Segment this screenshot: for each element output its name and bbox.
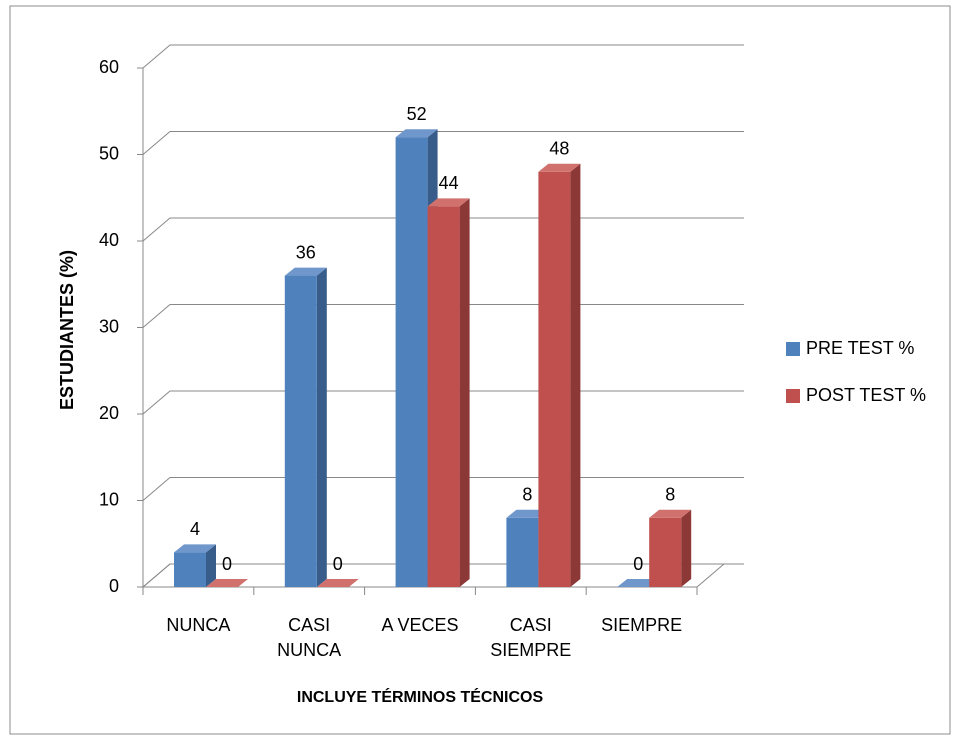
bar-side [206, 544, 216, 587]
data-label: 8 [665, 485, 675, 505]
x-tick-label: SIEMPRE [601, 615, 683, 635]
bar-top [174, 544, 216, 553]
bar [649, 517, 682, 587]
bar-top [284, 267, 327, 276]
legend-label: PRE TEST % [806, 338, 914, 358]
data-label: 0 [222, 554, 232, 574]
bar-side [459, 198, 470, 587]
x-axis-label: INCLUYE TÉRMINOS TÉCNICOS [297, 687, 544, 706]
y-tick-label: 0 [109, 576, 119, 596]
x-tick-label: CASI NUNCA [277, 615, 342, 660]
chart-border [9, 5, 951, 735]
bar [395, 137, 428, 587]
bar [538, 171, 571, 588]
bar-top [649, 509, 692, 518]
data-label: 36 [296, 242, 316, 262]
y-tick-label: 50 [99, 143, 119, 163]
grid-line [142, 44, 744, 69]
y-tick-label: 30 [99, 316, 119, 336]
data-label: 0 [333, 554, 343, 574]
legend-label: POST TEST % [806, 385, 926, 405]
bar-top [427, 198, 470, 207]
y-tick-label: 10 [99, 489, 119, 509]
bar-top [538, 163, 581, 172]
bar [174, 552, 206, 587]
data-label: 8 [522, 485, 532, 505]
bar-top [316, 579, 359, 587]
x-tick-label: NUNCA [166, 615, 231, 635]
grid-line [142, 131, 744, 155]
data-label: 48 [549, 139, 569, 159]
bar-side [570, 163, 581, 588]
data-label: 44 [439, 173, 459, 193]
data-label: 52 [407, 104, 427, 124]
bar [427, 206, 460, 587]
y-tick-label: 40 [99, 230, 119, 250]
bar-side [316, 267, 327, 587]
x-tick-label: A VECES [381, 615, 459, 635]
bar-top [395, 129, 438, 138]
legend-swatch [786, 342, 800, 356]
bar-top [206, 579, 248, 587]
y-tick-label: 20 [99, 403, 119, 423]
y-axis-label: ESTUDIANTES (%) [57, 250, 77, 410]
bar [284, 275, 317, 587]
legend-swatch [786, 389, 800, 403]
data-label: 4 [190, 519, 200, 539]
bar-top [506, 509, 549, 518]
x-tick-label: CASI SIEMPRE [490, 615, 572, 660]
y-tick-label: 60 [99, 57, 119, 77]
bar-top [617, 579, 660, 587]
data-label: 0 [633, 554, 643, 574]
bar [506, 517, 539, 587]
bar-side [681, 509, 692, 587]
